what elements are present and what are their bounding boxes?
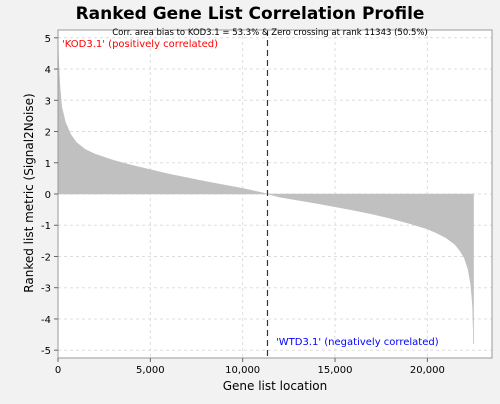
y-tick-label-1: 4 (45, 65, 51, 76)
x-axis-ticks: 0 5,000 10,000 15,000 20,000 (55, 358, 445, 376)
y-tick-label-9: -4 (41, 315, 51, 326)
y-axis-label: Ranked list metric (Signal2Noise) (22, 93, 36, 292)
y-tick-label-2: 3 (45, 96, 51, 107)
x-tick-label-0: 0 (55, 365, 61, 376)
x-axis-label: Gene list location (223, 379, 328, 393)
y-axis-ticks: 5 4 3 2 1 0 -1 -2 -3 -4 -5 (41, 34, 58, 357)
x-tick-label-3: 15,000 (318, 365, 353, 376)
negative-correlation-label: 'WTD3.1' (negatively correlated) (276, 337, 439, 348)
y-tick-label-3: 2 (45, 128, 51, 139)
chart-subtitle: Corr. area bias to KOD3.1 = 53.3% & Zero… (112, 28, 428, 38)
y-tick-label-5: 0 (45, 190, 51, 201)
chart-title: Ranked Gene List Correlation Profile (76, 4, 425, 24)
x-tick-label-2: 10,000 (225, 365, 260, 376)
y-tick-label-10: -5 (41, 346, 51, 357)
data-area (57, 34, 474, 344)
y-tick-label-6: -1 (41, 221, 51, 232)
y-tick-label-0: 5 (45, 34, 51, 45)
x-tick-label-1: 5,000 (136, 365, 165, 376)
y-tick-label-7: -2 (41, 252, 51, 263)
y-tick-label-8: -3 (41, 284, 51, 295)
positive-correlation-label: 'KOD3.1' (positively correlated) (62, 39, 218, 50)
x-tick-label-4: 20,000 (410, 365, 445, 376)
y-tick-label-4: 1 (45, 159, 51, 170)
